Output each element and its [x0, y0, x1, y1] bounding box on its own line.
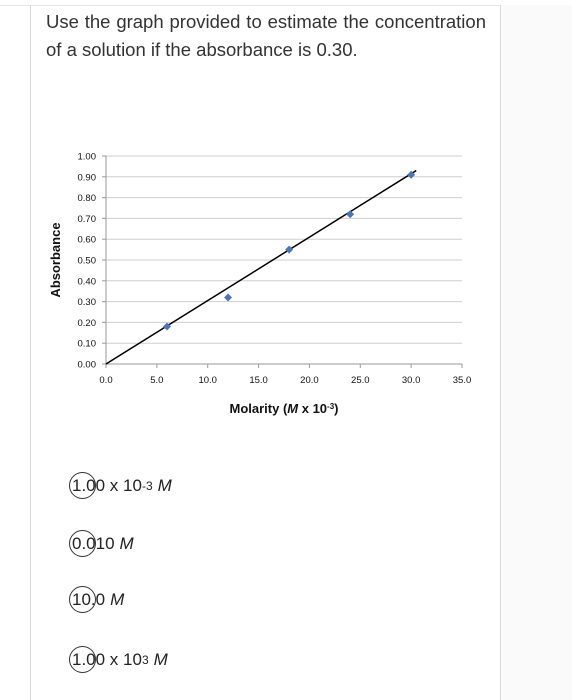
right-margin [501, 5, 572, 700]
x-tick-label: 15.0 [249, 375, 267, 386]
option-exponent: 3 [141, 653, 149, 667]
content-frame-right [500, 5, 501, 700]
answer-option-2[interactable]: 0.010 M [69, 530, 134, 557]
y-tick-label: 0.40 [78, 276, 97, 287]
answer-option-1[interactable]: 1.00 x 10 -3 M [69, 472, 172, 499]
y-tick-label: 0.60 [78, 235, 97, 246]
y-tick-label: 0.20 [78, 318, 97, 329]
data-point [224, 293, 233, 302]
x-tick-label: 25.0 [351, 375, 370, 386]
y-axis-label: Absorbance [48, 222, 63, 297]
absorbance-chart: 0.00 0.10 0.20 0.30 0.40 0.50 0.60 0.70 0.80 0.90… [48, 152, 472, 417]
y-tick-label: 0.70 [78, 214, 97, 225]
y-tick-label: 0.50 [78, 256, 97, 267]
x-tick-label: 10.0 [198, 375, 217, 386]
trendline [105, 169, 417, 365]
x-tick-label: 0.0 [99, 375, 112, 386]
option-unit: M [157, 476, 172, 495]
option-unit: M [153, 650, 168, 669]
content-frame-left [30, 5, 31, 700]
y-tick-label: 0.00 [78, 360, 97, 371]
option-unit: M [119, 534, 134, 553]
y-tick-label: 1.00 [78, 152, 97, 163]
x-tick-label: 5.0 [150, 375, 163, 386]
x-tick-label: 35.0 [453, 375, 472, 386]
answer-option-3[interactable]: 10.0 M [69, 586, 125, 613]
answer-option-4[interactable]: 1.00 x 10 3 M [69, 646, 168, 673]
question-text: Use the graph provided to estimate the c… [46, 11, 486, 60]
top-border [0, 5, 572, 6]
data-point [285, 245, 294, 254]
option-exponent: -3 [141, 479, 153, 493]
y-tick-label: 0.10 [78, 339, 97, 350]
data-point [407, 170, 416, 179]
y-tick-label: 0.30 [78, 297, 97, 308]
x-axis-label: Molarity (M x 10-3) [229, 401, 338, 416]
data-point [163, 322, 172, 331]
y-tick-label: 0.80 [78, 193, 97, 204]
x-tick-label: 30.0 [402, 375, 421, 386]
y-tick-label: 0.90 [78, 172, 97, 183]
x-tick-label: 20.0 [300, 375, 319, 386]
data-point [346, 210, 355, 219]
option-unit: M [110, 590, 125, 609]
